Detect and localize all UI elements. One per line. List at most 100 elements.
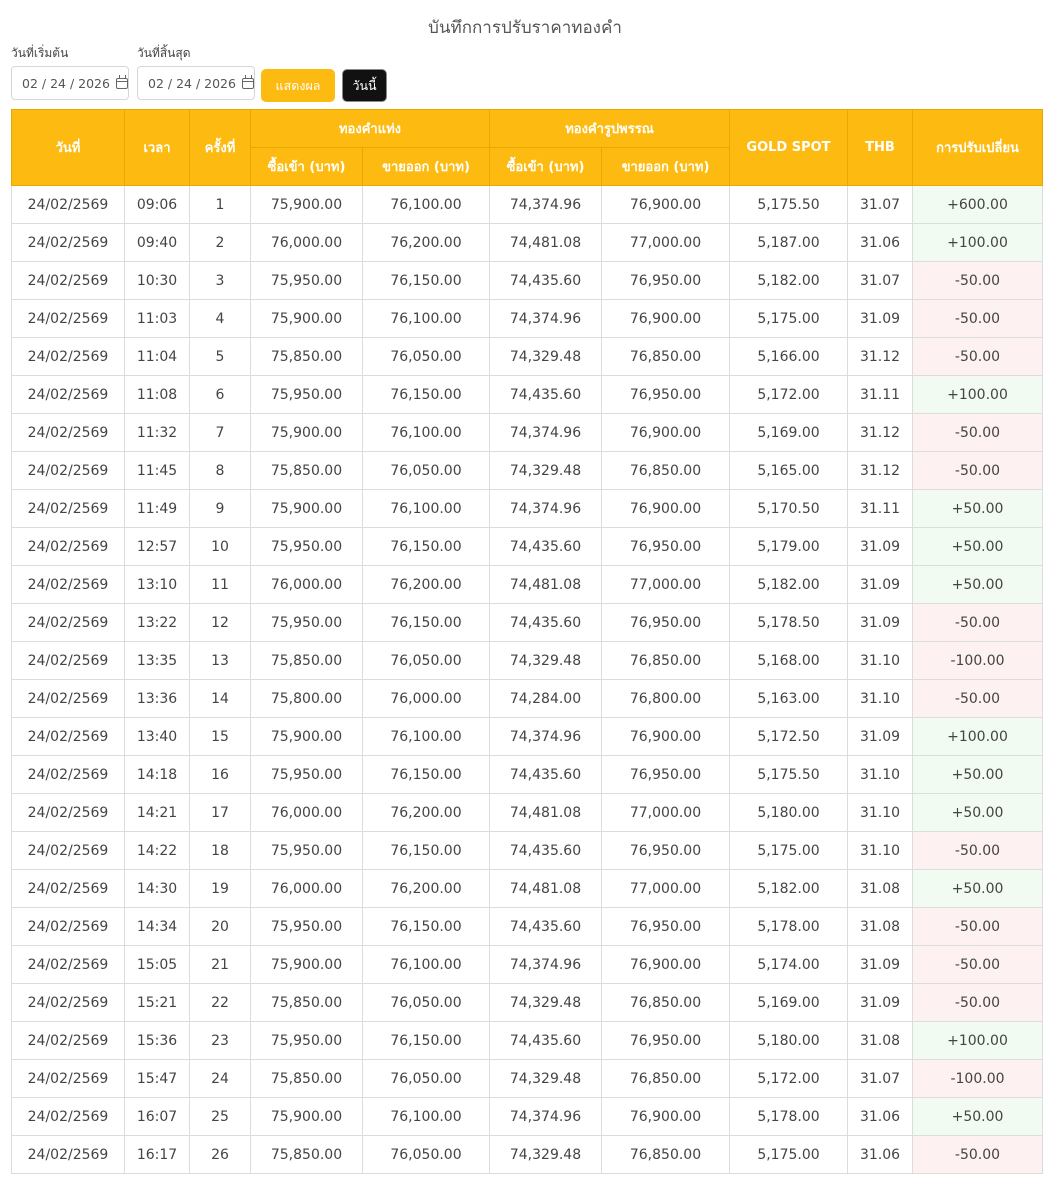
table-row: 24/02/2569 11:49 9 75,900.00 76,100.00 74,374… [11, 489, 1043, 528]
ornament-sell-cell: 76,900.00 [601, 489, 730, 528]
table-row: 24/02/2569 15:05 21 75,900.00 76,100.00 74,37… [11, 945, 1043, 984]
bar-buy-cell: 75,850.00 [250, 1135, 363, 1174]
bar-sell-cell: 76,050.00 [362, 451, 490, 490]
header-ornament-sell: ขายออก (บาท) [601, 147, 730, 186]
thb-cell: 31.09 [847, 527, 913, 566]
change-cell: -50.00 [912, 945, 1043, 984]
date-cell: 24/02/2569 [11, 1021, 125, 1060]
time-cell: 11:32 [124, 413, 190, 452]
ornament-sell-cell: 77,000.00 [601, 223, 730, 262]
ornament-buy-cell: 74,435.60 [489, 907, 602, 946]
ornament-buy-cell: 74,481.08 [489, 565, 602, 604]
thb-cell: 31.07 [847, 1059, 913, 1098]
gold-spot-cell: 5,182.00 [729, 261, 848, 300]
change-cell: -50.00 [912, 1135, 1043, 1174]
date-cell: 24/02/2569 [11, 413, 125, 452]
header-bar-sell: ขายออก (บาท) [362, 147, 490, 186]
round-cell: 13 [189, 641, 251, 680]
bar-buy-cell: 75,900.00 [250, 489, 363, 528]
time-cell: 15:36 [124, 1021, 190, 1060]
price-history-table: วันที่ เวลา ครั้งที่ ทองคำแท่ง ทองคำรูปพ… [11, 109, 1043, 1174]
ornament-sell-cell: 76,950.00 [601, 907, 730, 946]
table-row: 24/02/2569 14:22 18 75,950.00 76,150.00 74,43… [11, 831, 1043, 870]
gold-spot-cell: 5,165.00 [729, 451, 848, 490]
time-cell: 15:21 [124, 983, 190, 1022]
thb-cell: 31.06 [847, 223, 913, 262]
calendar-icon[interactable] [241, 74, 254, 89]
date-cell: 24/02/2569 [11, 565, 125, 604]
bar-buy-cell: 75,950.00 [250, 907, 363, 946]
bar-buy-cell: 75,900.00 [250, 185, 363, 224]
table-row: 24/02/2569 11:45 8 75,850.00 76,050.00 74,329… [11, 451, 1043, 490]
ornament-sell-cell: 76,850.00 [601, 337, 730, 376]
ornament-buy-cell: 74,435.60 [489, 831, 602, 870]
bar-sell-cell: 76,050.00 [362, 641, 490, 680]
bar-sell-cell: 76,150.00 [362, 527, 490, 566]
ornament-sell-cell: 76,950.00 [601, 261, 730, 300]
bar-buy-cell: 75,800.00 [250, 679, 363, 718]
change-cell: +100.00 [912, 717, 1043, 756]
calendar-icon[interactable] [115, 74, 128, 89]
ornament-sell-cell: 76,900.00 [601, 945, 730, 984]
ornament-buy-cell: 74,435.60 [489, 1021, 602, 1060]
ornament-sell-cell: 76,800.00 [601, 679, 730, 718]
time-cell: 14:22 [124, 831, 190, 870]
header-bar-buy: ซื้อเข้า (บาท) [250, 147, 363, 186]
time-cell: 13:10 [124, 565, 190, 604]
round-cell: 25 [189, 1097, 251, 1136]
bar-sell-cell: 76,050.00 [362, 1059, 490, 1098]
ornament-sell-cell: 76,900.00 [601, 299, 730, 338]
bar-buy-cell: 75,900.00 [250, 945, 363, 984]
table-row: 24/02/2569 13:10 11 76,000.00 76,200.00 74,48… [11, 565, 1043, 604]
table-row: 24/02/2569 09:40 2 76,000.00 76,200.00 74,481… [11, 223, 1043, 262]
gold-spot-cell: 5,163.00 [729, 679, 848, 718]
start-date-value: 02 / 24 / 2026 [22, 75, 110, 91]
round-cell: 10 [189, 527, 251, 566]
date-cell: 24/02/2569 [11, 793, 125, 832]
date-cell: 24/02/2569 [11, 1097, 125, 1136]
round-cell: 4 [189, 299, 251, 338]
header-gold-bar: ทองคำแท่ง [250, 109, 490, 148]
bar-buy-cell: 75,950.00 [250, 375, 363, 414]
change-cell: +600.00 [912, 185, 1043, 224]
change-cell: -50.00 [912, 337, 1043, 376]
header-date: วันที่ [11, 109, 125, 186]
change-cell: -50.00 [912, 907, 1043, 946]
date-cell: 24/02/2569 [11, 679, 125, 718]
change-cell: +50.00 [912, 489, 1043, 528]
gold-spot-cell: 5,178.50 [729, 603, 848, 642]
round-cell: 20 [189, 907, 251, 946]
ornament-buy-cell: 74,374.96 [489, 945, 602, 984]
round-cell: 16 [189, 755, 251, 794]
gold-spot-cell: 5,182.00 [729, 565, 848, 604]
gold-spot-cell: 5,169.00 [729, 413, 848, 452]
ornament-sell-cell: 76,850.00 [601, 1059, 730, 1098]
round-cell: 17 [189, 793, 251, 832]
bar-sell-cell: 76,100.00 [362, 717, 490, 756]
bar-sell-cell: 76,050.00 [362, 1135, 490, 1174]
start-date-input[interactable]: 02 / 24 / 2026 [11, 66, 129, 100]
table-row: 24/02/2569 10:30 3 75,950.00 76,150.00 74,435… [11, 261, 1043, 300]
round-cell: 18 [189, 831, 251, 870]
gold-spot-cell: 5,175.00 [729, 1135, 848, 1174]
ornament-sell-cell: 76,900.00 [601, 185, 730, 224]
table-row: 24/02/2569 11:08 6 75,950.00 76,150.00 74,435… [11, 375, 1043, 414]
ornament-sell-cell: 76,850.00 [601, 1135, 730, 1174]
thb-cell: 31.12 [847, 413, 913, 452]
thb-cell: 31.10 [847, 679, 913, 718]
gold-spot-cell: 5,170.50 [729, 489, 848, 528]
bar-buy-cell: 75,850.00 [250, 1059, 363, 1098]
today-button[interactable]: วันนี้ [342, 69, 387, 102]
thb-cell: 31.11 [847, 375, 913, 414]
bar-buy-cell: 76,000.00 [250, 793, 363, 832]
ornament-sell-cell: 76,950.00 [601, 755, 730, 794]
end-date-input[interactable]: 02 / 24 / 2026 [137, 66, 255, 100]
ornament-buy-cell: 74,284.00 [489, 679, 602, 718]
ornament-sell-cell: 76,850.00 [601, 983, 730, 1022]
bar-buy-cell: 75,950.00 [250, 831, 363, 870]
show-results-button[interactable]: แสดงผล [261, 69, 335, 102]
thb-cell: 31.10 [847, 831, 913, 870]
ornament-sell-cell: 76,950.00 [601, 375, 730, 414]
round-cell: 22 [189, 983, 251, 1022]
bar-buy-cell: 76,000.00 [250, 565, 363, 604]
